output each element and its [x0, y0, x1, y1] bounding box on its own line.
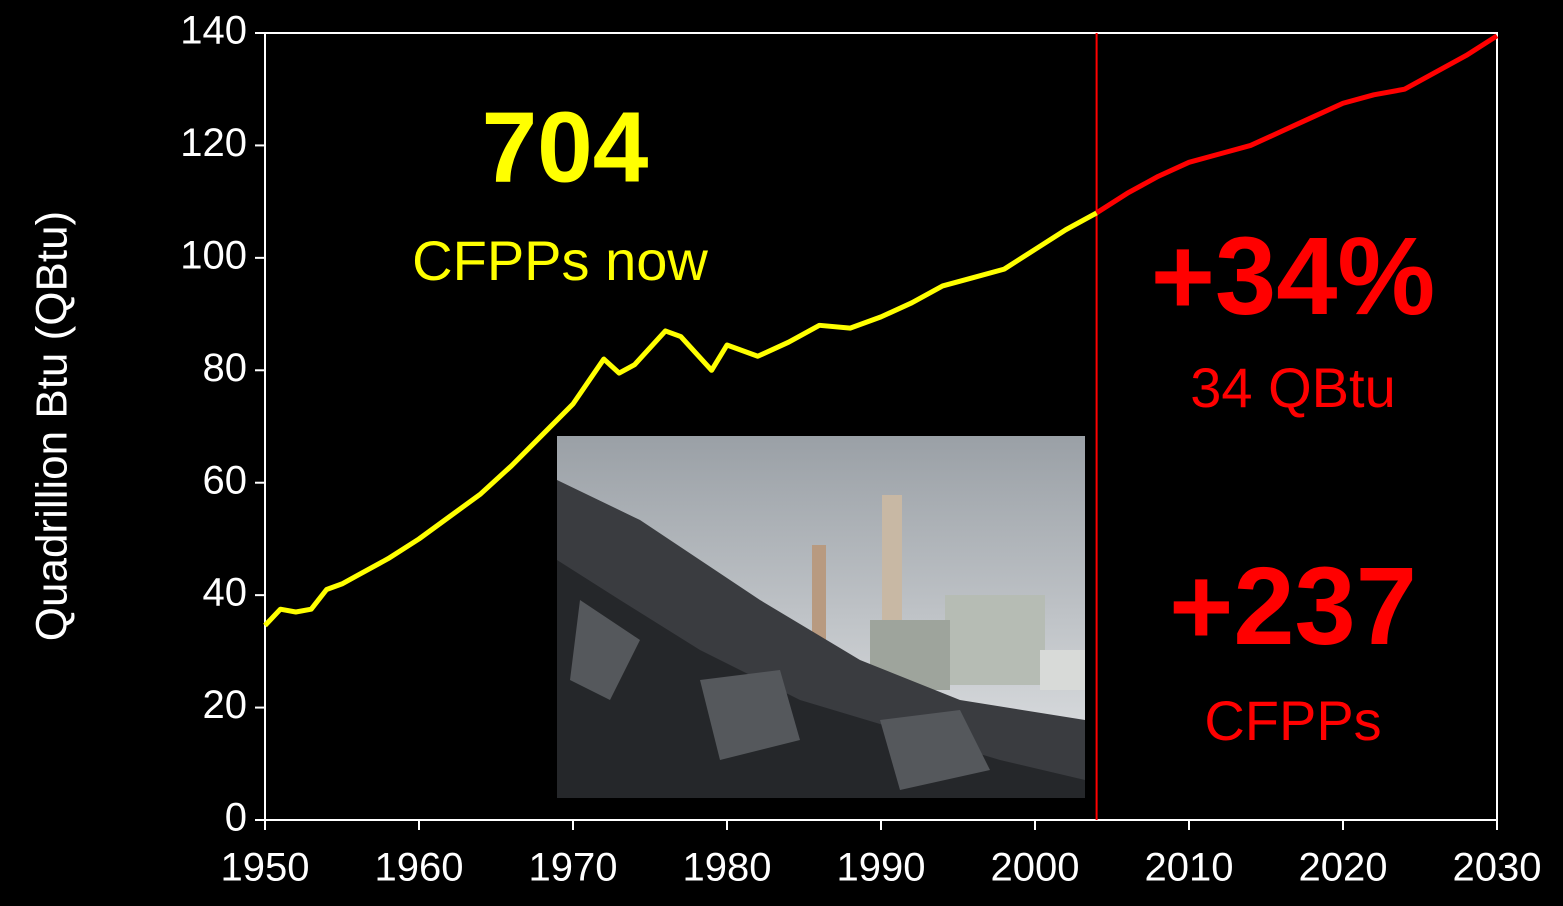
x-tick-label: 1990 [837, 846, 926, 890]
y-tick-label: 100 [180, 233, 247, 277]
x-tick-label: 1970 [529, 846, 618, 890]
annotation: 34 QBtu [1190, 356, 1395, 419]
x-tick-label: 2030 [1453, 846, 1542, 890]
series-line [263, 210, 1098, 628]
y-tick-label: 0 [225, 796, 247, 840]
annotation: +34% [1151, 215, 1435, 338]
x-tick-label: 1980 [683, 846, 772, 890]
y-axis-label: Quadrillion Btu (QBtu) [28, 211, 77, 641]
photo [557, 436, 1085, 798]
y-tick-label: 140 [180, 9, 247, 53]
x-tick-label: 2020 [1299, 846, 1388, 890]
y-tick-label: 80 [203, 346, 248, 390]
annotation: 704 [482, 91, 649, 203]
x-tick-label: 1950 [221, 846, 310, 890]
y-tick-label: 40 [203, 571, 248, 615]
y-tick-label: 120 [180, 121, 247, 165]
x-tick-label: 2010 [1145, 846, 1234, 890]
y-tick-label: 20 [203, 683, 248, 727]
annotation: CFPPs [1204, 689, 1381, 752]
x-tick-label: 2000 [991, 846, 1080, 890]
series-line [1095, 33, 1499, 215]
x-tick-label: 1960 [375, 846, 464, 890]
annotation: CFPPs now [412, 229, 708, 292]
annotation: +237 [1169, 545, 1417, 668]
y-tick-label: 60 [203, 458, 248, 502]
